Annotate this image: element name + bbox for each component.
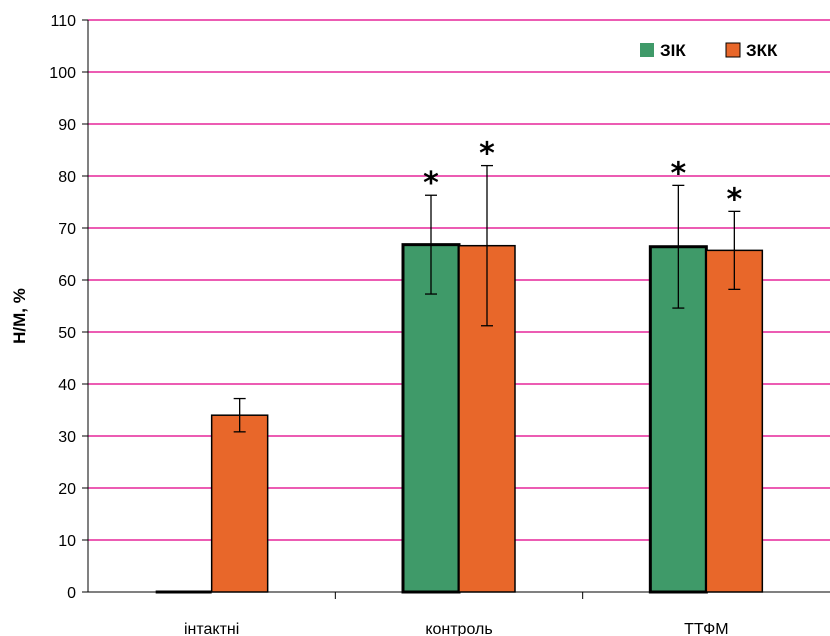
category-label: ТТФМ bbox=[684, 621, 729, 636]
y-tick-label: 110 bbox=[50, 13, 76, 30]
significance-star: * bbox=[423, 166, 439, 201]
y-axis-title: Н/М, % bbox=[10, 288, 29, 344]
significance-star: * bbox=[479, 137, 495, 172]
y-tick-label: 50 bbox=[58, 325, 76, 342]
significance-star: * bbox=[670, 156, 686, 191]
y-tick-label: 60 bbox=[58, 273, 76, 290]
y-tick-label: 30 bbox=[58, 429, 76, 446]
y-tick-label: 20 bbox=[58, 481, 76, 498]
bar bbox=[401, 243, 461, 594]
legend: ЗІК ЗКК bbox=[640, 41, 778, 60]
legend-swatch bbox=[725, 42, 741, 58]
y-tick-label: 40 bbox=[58, 377, 76, 394]
legend-swatch bbox=[640, 43, 654, 57]
y-tick-label: 10 bbox=[58, 533, 76, 550]
legend-label: ЗІК bbox=[660, 41, 686, 60]
y-tick-label: 0 bbox=[67, 585, 76, 602]
significance-markers: * * * * bbox=[423, 137, 742, 218]
y-tick-label: 100 bbox=[49, 65, 76, 82]
legend-label: ЗКК bbox=[746, 41, 778, 60]
y-tick-label: 80 bbox=[58, 169, 76, 186]
error-bars bbox=[233, 164, 741, 433]
bar bbox=[705, 249, 764, 593]
y-tick-label: 70 bbox=[58, 221, 76, 238]
category-label: контроль bbox=[425, 621, 492, 636]
bar bbox=[210, 414, 269, 593]
category-label: інтактні bbox=[184, 621, 239, 636]
bars bbox=[155, 243, 764, 594]
x-axis: інтактні контроль ТТФМ bbox=[88, 591, 830, 636]
y-axis: 0 10 20 30 40 50 60 70 80 90 100 110 bbox=[49, 13, 89, 602]
significance-star: * bbox=[726, 182, 742, 217]
y-tick-label: 90 bbox=[58, 117, 76, 134]
